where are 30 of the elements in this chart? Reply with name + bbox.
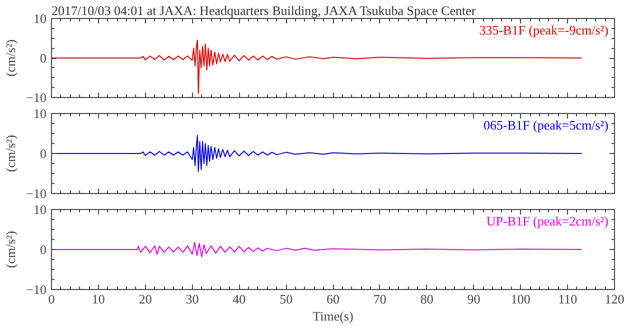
y-tick-label: −10 <box>26 90 47 105</box>
x-tick-label: 80 <box>420 292 434 306</box>
x-tick-label: 70 <box>373 292 386 306</box>
series-label: 065-B1F (peak=5cm/s²) <box>484 118 609 132</box>
y-tick-label: 10 <box>34 11 46 26</box>
series-label: 335-B1F (peak=-9cm/s²) <box>479 22 609 38</box>
x-tick-label: 30 <box>186 292 199 306</box>
y-axis-title: (cm/s²) <box>3 134 18 172</box>
x-tick-label: 40 <box>232 292 246 306</box>
x-tick-label: 10 <box>92 292 105 306</box>
y-tick-label: 0 <box>40 146 46 161</box>
series-label: UP-B1F (peak=2cm/s²) <box>486 214 608 228</box>
y-axis-title: (cm/s²) <box>3 39 18 77</box>
y-tick-label: −10 <box>26 282 47 297</box>
line-series <box>52 40 582 94</box>
x-axis-title: Time(s) <box>312 308 354 324</box>
x-tick-label: 110 <box>558 292 578 306</box>
x-tick-label: 100 <box>510 292 530 306</box>
y-tick-label: 0 <box>40 50 46 66</box>
x-tick-label: 60 <box>326 292 340 306</box>
x-tick-label: 20 <box>138 292 152 306</box>
x-tick-label: 50 <box>280 292 293 306</box>
y-tick-label: −10 <box>26 186 47 201</box>
y-tick-label: 10 <box>34 106 46 121</box>
y-axis-title: (cm/s²) <box>3 230 18 268</box>
x-tick-label: 90 <box>467 292 480 306</box>
y-tick-label: 0 <box>40 242 46 257</box>
x-tick-label: 120 <box>604 292 624 306</box>
y-tick-label: 10 <box>34 202 46 217</box>
chart-title: 2017/10/03 04:01 at JAXA: Headquarters Building, JAXA Tsukuba Space Center <box>52 3 476 18</box>
